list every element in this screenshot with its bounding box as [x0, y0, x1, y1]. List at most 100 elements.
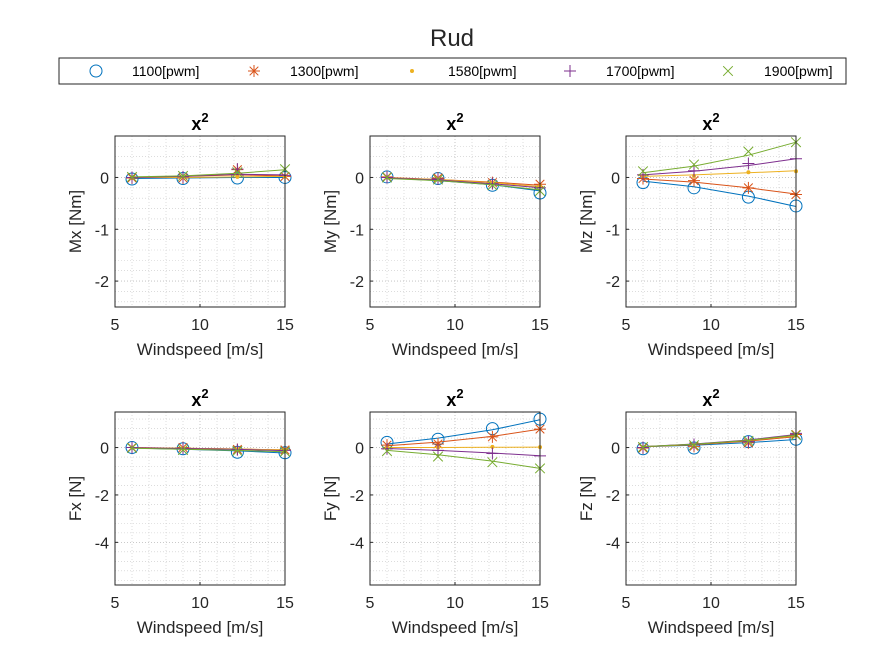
- y-tick-label: 0: [355, 441, 364, 458]
- data-point: [743, 435, 754, 447]
- data-point: [432, 451, 444, 462]
- legend-marker-3: [410, 69, 414, 73]
- y-axis-label: Mx [Nm]: [66, 190, 85, 253]
- x-tick-label: 15: [787, 317, 805, 334]
- y-tick-label: -2: [350, 274, 364, 291]
- legend-label-2: 1300[pwm]: [290, 63, 358, 79]
- fit-line: [386, 178, 541, 191]
- y-tick-label: 0: [100, 441, 109, 458]
- data-point: [688, 159, 700, 170]
- subplot-mz: 5 10 15 -2 -1 0 Windspeed [m/s] Mz [Nm] x2: [577, 110, 805, 359]
- data-point: [487, 457, 498, 468]
- data-point: [235, 174, 240, 179]
- y-tick-label: -1: [95, 222, 109, 239]
- fit-line: [642, 180, 797, 207]
- data-point: [490, 444, 495, 449]
- subplot-title: x2: [446, 110, 463, 134]
- subplot-fy: 5 10 15 -4 -2 0 Windspeed [m/s] Fy [N] x2: [321, 386, 549, 637]
- x-tick-label: 15: [276, 595, 294, 612]
- x-tick-label: 15: [787, 595, 805, 612]
- fit-line: [386, 419, 541, 445]
- fit-line: [386, 177, 541, 189]
- y-tick-label: 0: [100, 170, 109, 187]
- series-5: [126, 442, 291, 457]
- subplot-title: x2: [191, 386, 208, 410]
- fit-line: [131, 447, 286, 452]
- x-tick-label: 15: [531, 595, 549, 612]
- x-tick-label: 10: [446, 595, 464, 612]
- grid: [369, 136, 541, 307]
- fit-line: [386, 428, 541, 447]
- data-point: [381, 442, 393, 455]
- legend-label-3: 1580[pwm]: [448, 63, 516, 79]
- fit-line: [131, 177, 285, 179]
- x-axis-label: Windspeed [m/s]: [137, 618, 264, 637]
- data-point: [486, 177, 499, 190]
- y-tick-label: -2: [95, 488, 109, 505]
- subplot-title: x2: [702, 386, 719, 410]
- y-tick-label: -2: [95, 274, 109, 291]
- series-4: [126, 163, 291, 184]
- fit-line: [386, 449, 541, 469]
- y-tick-label: -4: [95, 535, 109, 552]
- y-tick-label: -2: [606, 274, 620, 291]
- data-point: [126, 442, 138, 454]
- data-point: [177, 444, 189, 456]
- x-axis-label: Windspeed [m/s]: [648, 340, 775, 359]
- data-point: [742, 435, 755, 448]
- data-point: [487, 180, 498, 191]
- plot-area: [370, 136, 540, 307]
- y-tick-label: -4: [350, 535, 364, 552]
- series-4: [637, 152, 802, 181]
- data-point: [381, 172, 393, 183]
- data-point: [688, 440, 700, 451]
- y-tick-label: -2: [606, 488, 620, 505]
- x-tick-label: 10: [702, 595, 720, 612]
- grid: [114, 136, 286, 307]
- data-point: [231, 443, 244, 456]
- x-tick-label: 5: [366, 595, 375, 612]
- legend-marker-1: [89, 64, 103, 78]
- data-point: [432, 437, 444, 450]
- y-axis-label: My [Nm]: [321, 190, 340, 253]
- x-tick-label: 5: [111, 595, 120, 612]
- data-point: [381, 445, 393, 457]
- subplot-my: 5 10 15 -2 -1 0 Windspeed [m/s] My [Nm] x2: [321, 110, 549, 359]
- x-tick-label: 15: [276, 317, 294, 334]
- fit-line: [642, 141, 797, 174]
- legend-label-5: 1900[pwm]: [764, 63, 832, 79]
- plot-area: [115, 136, 285, 307]
- subplot-title: x2: [446, 386, 463, 410]
- fit-line: [642, 434, 797, 448]
- data-point: [177, 170, 189, 183]
- legend-marker-4: [564, 65, 576, 77]
- fit-line: [131, 447, 286, 453]
- series-5: [126, 164, 291, 183]
- x-axis-label: Windspeed [m/s]: [648, 618, 775, 637]
- y-tick-label: 0: [611, 170, 620, 187]
- data-point: [232, 445, 243, 457]
- data-point: [486, 447, 499, 460]
- y-axis-label: Fz [N]: [577, 476, 596, 521]
- subplot-grid: 5 10 15 -2 -1 0 Windspeed [m/s] Mx [Nm] x2 5 10 15 -…: [66, 110, 805, 637]
- y-axis-label: Fx [N]: [66, 476, 85, 521]
- legend-label-1: 1100[pwm]: [132, 63, 199, 79]
- y-tick-label: -1: [350, 222, 364, 239]
- x-axis-label: Windspeed [m/s]: [137, 340, 264, 359]
- data-point: [637, 441, 649, 453]
- y-tick-label: -1: [606, 222, 620, 239]
- x-tick-label: 10: [702, 317, 720, 334]
- y-axis-label: Fy [N]: [321, 476, 340, 521]
- legend-box: [58, 57, 847, 85]
- plot-area: [626, 136, 796, 307]
- y-tick-label: 0: [611, 441, 620, 458]
- data-point: [232, 167, 243, 178]
- data-point: [746, 170, 751, 175]
- y-tick-label: -2: [350, 488, 364, 505]
- x-tick-label: 5: [366, 317, 375, 334]
- fit-line: [386, 448, 541, 457]
- data-point: [742, 181, 755, 194]
- fit-line: [642, 178, 797, 195]
- fit-line: [132, 175, 286, 178]
